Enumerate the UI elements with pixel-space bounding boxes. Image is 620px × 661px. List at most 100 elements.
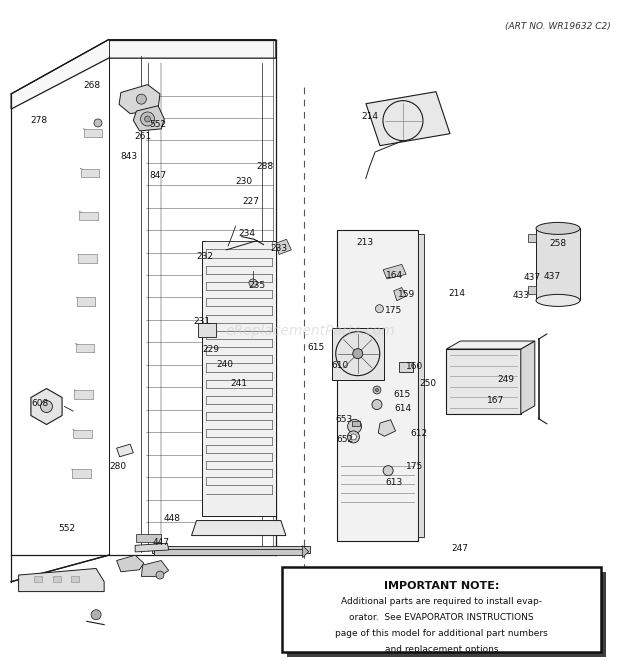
- Text: 552: 552: [149, 120, 166, 130]
- Text: 175: 175: [384, 306, 402, 315]
- Circle shape: [373, 386, 381, 394]
- Circle shape: [353, 348, 363, 359]
- Circle shape: [94, 119, 102, 127]
- Circle shape: [376, 389, 378, 391]
- Bar: [446, 349, 521, 414]
- Circle shape: [348, 419, 361, 434]
- Bar: [418, 234, 424, 537]
- Polygon shape: [141, 561, 169, 576]
- Text: Additional parts are required to install evap-: Additional parts are required to install…: [341, 597, 542, 606]
- Circle shape: [91, 609, 101, 620]
- Polygon shape: [135, 543, 169, 552]
- Text: 847: 847: [149, 171, 167, 180]
- Text: 614: 614: [394, 404, 412, 413]
- Polygon shape: [76, 344, 94, 352]
- Polygon shape: [366, 92, 450, 145]
- Polygon shape: [84, 129, 102, 137]
- Text: 608: 608: [32, 399, 49, 408]
- Text: 610: 610: [331, 361, 348, 370]
- Polygon shape: [11, 40, 276, 109]
- Text: 241: 241: [230, 379, 247, 388]
- Circle shape: [156, 571, 164, 579]
- Text: 167: 167: [487, 396, 505, 405]
- Polygon shape: [446, 341, 535, 349]
- Circle shape: [136, 94, 146, 104]
- Text: 240: 240: [216, 360, 233, 369]
- Circle shape: [350, 434, 356, 440]
- Text: 433: 433: [512, 291, 529, 300]
- Text: 214: 214: [361, 112, 378, 121]
- Polygon shape: [31, 389, 62, 424]
- Circle shape: [376, 305, 383, 313]
- Text: page of this model for additional part numbers: page of this model for additional part n…: [335, 629, 548, 638]
- Polygon shape: [72, 469, 91, 478]
- Circle shape: [383, 465, 393, 476]
- Text: 615: 615: [393, 390, 410, 399]
- Polygon shape: [78, 254, 97, 263]
- Polygon shape: [119, 85, 160, 114]
- Text: 159: 159: [397, 290, 415, 299]
- Text: 447: 447: [153, 537, 170, 547]
- Text: 653: 653: [335, 415, 353, 424]
- Polygon shape: [394, 288, 406, 301]
- Bar: [332, 328, 384, 379]
- Text: 261: 261: [134, 132, 151, 141]
- Text: 230: 230: [235, 177, 252, 186]
- Bar: [352, 421, 360, 426]
- Bar: [136, 534, 161, 542]
- Text: 278: 278: [30, 116, 47, 126]
- Circle shape: [141, 112, 154, 126]
- Bar: [399, 362, 414, 372]
- Text: 227: 227: [242, 197, 260, 206]
- Bar: [198, 323, 216, 336]
- Text: 613: 613: [386, 478, 403, 487]
- Circle shape: [40, 401, 53, 412]
- Text: 437: 437: [544, 272, 561, 281]
- Text: 280: 280: [109, 461, 126, 471]
- Text: 247: 247: [451, 544, 469, 553]
- Text: 235: 235: [249, 281, 266, 290]
- Text: 652: 652: [337, 435, 354, 444]
- Text: 250: 250: [419, 379, 436, 388]
- Bar: [528, 286, 536, 294]
- Text: 258: 258: [549, 239, 567, 248]
- Text: 843: 843: [120, 152, 138, 161]
- Bar: [337, 230, 418, 541]
- Text: 175: 175: [405, 462, 423, 471]
- Bar: [53, 576, 61, 582]
- Polygon shape: [192, 521, 286, 535]
- Text: IMPORTANT NOTE:: IMPORTANT NOTE:: [384, 581, 500, 591]
- Polygon shape: [74, 390, 93, 399]
- Bar: [71, 576, 79, 582]
- Polygon shape: [117, 444, 133, 457]
- Ellipse shape: [536, 222, 580, 235]
- Bar: [202, 241, 276, 516]
- Text: 232: 232: [196, 252, 213, 261]
- Polygon shape: [383, 264, 406, 279]
- Text: 268: 268: [83, 81, 100, 91]
- Circle shape: [372, 399, 382, 410]
- Polygon shape: [77, 297, 95, 306]
- Polygon shape: [303, 545, 309, 558]
- Bar: [282, 567, 601, 652]
- Text: 552: 552: [58, 524, 76, 533]
- Text: 213: 213: [356, 238, 374, 247]
- Text: 233: 233: [270, 244, 288, 253]
- Polygon shape: [73, 430, 92, 438]
- Bar: [528, 235, 536, 243]
- Text: 615: 615: [308, 343, 325, 352]
- Text: 448: 448: [164, 514, 181, 523]
- Circle shape: [347, 431, 360, 443]
- Polygon shape: [19, 568, 104, 592]
- Text: eReplacementParts.com: eReplacementParts.com: [225, 323, 395, 338]
- Text: 160: 160: [405, 362, 423, 371]
- Circle shape: [144, 116, 151, 122]
- Text: 164: 164: [386, 271, 403, 280]
- Text: 231: 231: [193, 317, 210, 327]
- Polygon shape: [521, 341, 535, 414]
- Polygon shape: [79, 212, 98, 220]
- Polygon shape: [117, 555, 144, 572]
- Circle shape: [249, 279, 257, 287]
- Bar: [536, 229, 580, 300]
- Text: 437: 437: [523, 273, 541, 282]
